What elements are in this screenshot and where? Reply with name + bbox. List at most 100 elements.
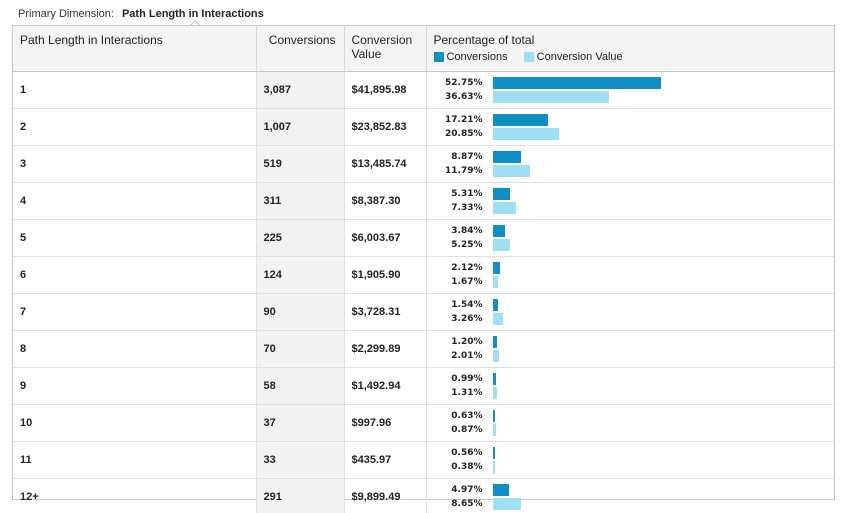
report-table: Path Length in Interactions Conversions …	[13, 26, 834, 513]
bar-conversion-value	[492, 238, 510, 251]
conversions-value: 1,007	[263, 120, 292, 133]
pct-conversions-label: 4.97%	[451, 484, 483, 495]
table-row: 3 519 $13,485.74 8.87% 11.79%	[13, 145, 835, 183]
legend-label-conversions: Conversions	[446, 51, 508, 63]
path-length-value: 10	[20, 416, 33, 429]
pct-conversions-label: 1.54%	[451, 299, 483, 310]
table-row: 6 124 $1,905.90 2.12% 1.67%	[13, 256, 835, 294]
conversion-value-value: $23,852.83	[351, 120, 407, 133]
conversions-value: 225	[263, 231, 282, 244]
bar-conversion-value	[492, 312, 503, 325]
percentage-row-conversion-value: 1.67%	[427, 275, 835, 289]
path-length-value: 5	[20, 231, 27, 244]
bar-conversion-value	[492, 275, 498, 288]
table-row: 7 90 $3,728.31 1.54% 3.26%	[13, 293, 835, 331]
bar-conversion-value	[492, 349, 499, 362]
percentage-row-conversions: 52.75%	[427, 76, 835, 90]
legend-label-conversion-value: Conversion Value	[536, 51, 623, 63]
percentage-bars: 5.31% 7.33%	[427, 183, 835, 219]
percentage-row-conversion-value: 20.85%	[427, 127, 835, 141]
legend-swatch-conversions	[433, 52, 444, 62]
conversion-value-value: $13,485.74	[351, 157, 407, 170]
cell-conversion-value: $6,003.67	[344, 219, 427, 257]
cell-conversions: 37	[256, 404, 345, 442]
bar-conversion-value	[492, 90, 609, 103]
cell-conversion-value: $23,852.83	[344, 108, 427, 146]
cell-conversion-value: $3,728.31	[344, 293, 427, 331]
path-length-value: 3	[20, 157, 27, 170]
pct-conversion-value-label: 0.87%	[451, 424, 483, 435]
conversions-value: 33	[263, 453, 276, 466]
percentage-row-conversion-value: 0.38%	[427, 460, 835, 474]
percentage-row-conversions: 1.54%	[427, 298, 835, 312]
bar-conversion-value	[492, 164, 530, 177]
percentage-row-conversions: 0.56%	[427, 446, 835, 460]
legend-item-conversions: Conversions	[433, 50, 508, 64]
conversions-value: 519	[263, 157, 282, 170]
path-length-value: 11	[20, 453, 32, 466]
pct-conversion-value-label: 2.01%	[451, 350, 483, 361]
table-row: 5 225 $6,003.67 3.84% 5.25%	[13, 219, 835, 257]
table-body: 1 3,087 $41,895.98 52.75% 36.63% 2 1,007 $23,85…	[13, 71, 834, 513]
column-header-conversion-value[interactable]: Conversion Value	[344, 26, 427, 72]
cell-conversions: 1,007	[256, 108, 345, 146]
cell-conversions: 58	[256, 367, 345, 405]
bar-conversions	[492, 409, 495, 422]
cell-path-length: 2	[13, 108, 257, 146]
cell-percentage: 52.75% 36.63%	[426, 71, 835, 109]
bar-conversions	[492, 224, 505, 237]
pct-conversion-value-label: 11.79%	[445, 165, 483, 176]
bar-conversions	[492, 298, 498, 311]
column-header-path[interactable]: Path Length in Interactions	[13, 26, 257, 72]
cell-percentage: 4.97% 8.65%	[426, 478, 834, 513]
percentage-row-conversion-value: 3.26%	[427, 312, 835, 326]
conversions-value: 3,087	[263, 83, 292, 96]
pct-conversion-value-label: 1.67%	[451, 276, 483, 287]
path-length-value: 7	[20, 305, 27, 318]
conversion-value-value: $435.97	[351, 453, 392, 466]
pct-conversion-value-label: 5.25%	[451, 239, 483, 250]
percentage-row-conversion-value: 2.01%	[427, 349, 835, 363]
cell-path-length: 3	[13, 145, 257, 183]
percentage-bars: 0.63% 0.87%	[427, 405, 835, 441]
percentage-bars: 3.84% 5.25%	[427, 220, 835, 256]
conversions-value: 70	[263, 342, 276, 355]
cell-conversions: 33	[256, 441, 345, 479]
cell-conversion-value: $997.96	[344, 404, 427, 442]
bar-conversion-value	[492, 127, 559, 140]
conversion-value-value: $2,299.89	[351, 342, 401, 355]
cell-conversions: 311	[256, 182, 345, 220]
conversions-value: 124	[263, 268, 282, 281]
bar-conversions	[492, 372, 496, 385]
path-length-value: 1	[20, 83, 27, 96]
percentage-row-conversion-value: 36.63%	[427, 90, 835, 104]
cell-path-length: 7	[13, 293, 257, 331]
legend-swatch-conversion-value	[523, 52, 534, 62]
percentage-bars: 0.56% 0.38%	[427, 442, 835, 478]
bar-conversions	[492, 113, 548, 126]
percentage-row-conversions: 0.63%	[427, 409, 835, 423]
legend-item-conversion-value: Conversion Value	[523, 50, 623, 64]
pct-conversion-value-label: 1.31%	[451, 387, 483, 398]
column-header-percentage: Percentage of total Conversions Conversi…	[426, 26, 834, 72]
path-length-report: Path Length in Interactions Conversions …	[12, 25, 835, 513]
primary-dimension-value[interactable]: Path Length in Interactions	[121, 8, 264, 20]
percentage-row-conversion-value: 8.65%	[427, 497, 835, 511]
bar-conversion-value	[492, 201, 516, 214]
column-header-conversion-value-line1: Conversion	[351, 33, 413, 47]
column-header-conversions[interactable]: Conversions	[256, 26, 345, 72]
percentage-bars: 0.99% 1.31%	[427, 368, 835, 404]
cell-percentage: 2.12% 1.67%	[426, 256, 835, 294]
cell-percentage: 0.56% 0.38%	[426, 441, 835, 479]
percentage-bars: 8.87% 11.79%	[427, 146, 835, 182]
cell-path-length: 1	[13, 71, 257, 109]
cell-percentage: 0.99% 1.31%	[426, 367, 835, 405]
column-header-percentage-label: Percentage of total	[433, 33, 535, 47]
percentage-row-conversions: 4.97%	[427, 483, 835, 497]
column-header-conversions-label: Conversions	[268, 33, 336, 47]
column-header-conversion-value-line2: Value	[351, 47, 382, 61]
cell-conversions: 519	[256, 145, 345, 183]
percentage-row-conversions: 1.20%	[427, 335, 835, 349]
path-length-value: 2	[20, 120, 27, 133]
cell-percentage: 8.87% 11.79%	[426, 145, 835, 183]
